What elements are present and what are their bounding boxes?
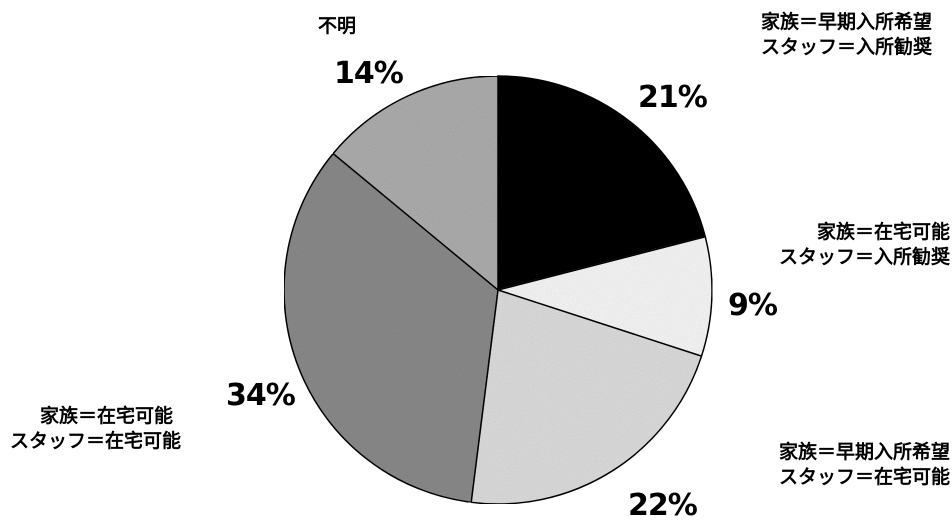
slice-pct-0: 21% bbox=[638, 80, 708, 115]
slice-pct-4: 14% bbox=[334, 56, 404, 91]
slice-pct-3: 34% bbox=[226, 378, 296, 413]
pie-slices bbox=[283, 75, 713, 505]
slice-pct-1: 9% bbox=[728, 288, 778, 323]
pie-slice-1 bbox=[495, 235, 713, 358]
slice-pct-2: 22% bbox=[628, 488, 698, 523]
slice-label-0-line2: スタッフ＝入所勧奨 bbox=[760, 36, 932, 58]
slice-label-4-line1: 不明 bbox=[318, 15, 357, 37]
slice-label-2: 家族＝早期入所希望 スタッフ＝在宅可能 bbox=[779, 440, 950, 490]
pie-slice-4 bbox=[332, 75, 499, 292]
slice-label-1: 家族＝在宅可能 スタッフ＝入所勧奨 bbox=[779, 220, 950, 270]
pie-slice-0 bbox=[497, 75, 707, 291]
slice-label-3-line1: 家族＝在宅可能 bbox=[40, 405, 174, 427]
slice-label-4: 不明 bbox=[318, 14, 356, 39]
slice-label-0: 家族＝早期入所希望 スタッフ＝入所勧奨 bbox=[761, 10, 932, 60]
slice-label-3-line2: スタッフ＝在宅可能 bbox=[10, 430, 182, 452]
slice-label-1-line1: 家族＝在宅可能 bbox=[816, 221, 950, 243]
pie-slice-3 bbox=[283, 152, 499, 504]
pie-slice-2 bbox=[470, 289, 703, 505]
slice-label-2-line1: 家族＝早期入所希望 bbox=[778, 441, 950, 463]
slice-label-0-line1: 家族＝早期入所希望 bbox=[760, 11, 932, 33]
slice-label-3: 家族＝在宅可能 スタッフ＝在宅可能 bbox=[10, 404, 181, 454]
slice-label-2-line2: スタッフ＝在宅可能 bbox=[778, 466, 950, 488]
slice-label-1-line2: スタッフ＝入所勧奨 bbox=[778, 246, 950, 268]
